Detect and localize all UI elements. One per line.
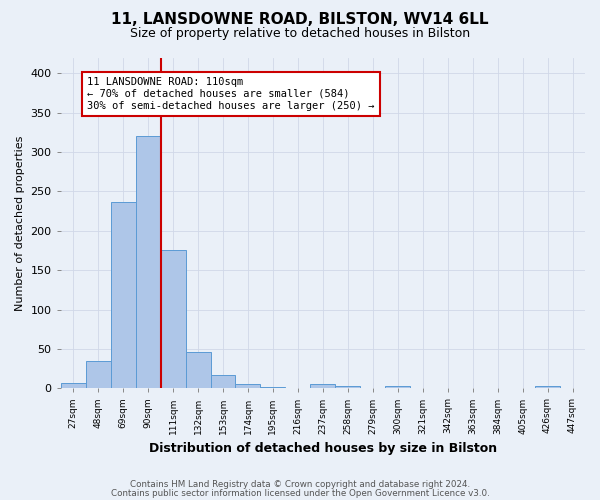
Bar — [110, 202, 136, 388]
Bar — [535, 386, 560, 388]
X-axis label: Distribution of detached houses by size in Bilston: Distribution of detached houses by size … — [149, 442, 497, 455]
Bar — [260, 386, 286, 388]
Bar — [136, 136, 161, 388]
Text: Contains public sector information licensed under the Open Government Licence v3: Contains public sector information licen… — [110, 488, 490, 498]
Bar — [335, 386, 361, 388]
Bar — [235, 384, 260, 388]
Y-axis label: Number of detached properties: Number of detached properties — [15, 135, 25, 310]
Text: 11 LANSDOWNE ROAD: 110sqm
← 70% of detached houses are smaller (584)
30% of semi: 11 LANSDOWNE ROAD: 110sqm ← 70% of detac… — [87, 78, 374, 110]
Text: Size of property relative to detached houses in Bilston: Size of property relative to detached ho… — [130, 28, 470, 40]
Text: Contains HM Land Registry data © Crown copyright and database right 2024.: Contains HM Land Registry data © Crown c… — [130, 480, 470, 489]
Bar — [161, 250, 185, 388]
Text: 11, LANSDOWNE ROAD, BILSTON, WV14 6LL: 11, LANSDOWNE ROAD, BILSTON, WV14 6LL — [111, 12, 489, 28]
Bar — [211, 375, 235, 388]
Bar — [185, 352, 211, 389]
Bar — [86, 360, 110, 388]
Bar — [61, 383, 86, 388]
Bar — [385, 386, 410, 388]
Bar — [310, 384, 335, 388]
